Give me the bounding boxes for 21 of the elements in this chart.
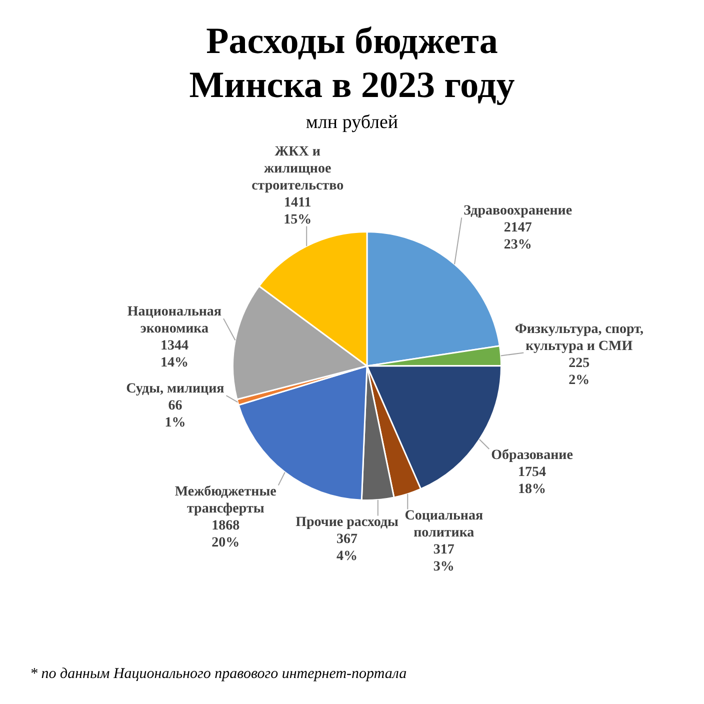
data-label: 66 1% [164, 398, 186, 431]
data-label: 2147 23% [504, 220, 532, 253]
slice-label: Суды, милиция [126, 382, 225, 397]
slice-label: Национальная экономика [127, 304, 222, 337]
slice-label: Образование [491, 448, 573, 464]
text: * по данным Национального правового интернет-портала [30, 666, 407, 683]
data-label: 1868 20% [212, 518, 240, 550]
slice-label: Межбюджетные трансферты [174, 484, 276, 516]
data-label: 1411 15% [284, 195, 312, 228]
chart-subtitle: млн рублей [304, 112, 400, 134]
chart-title: Расходы бюджета Минска в 2023 году [188, 20, 516, 108]
data-label: 1344 14% [160, 338, 188, 371]
data-label: 367 4% [336, 532, 358, 564]
data-label: 317 3% [433, 542, 454, 574]
slice-label: Прочие расходы [296, 514, 399, 530]
slice-label: Физкультура, спорт, культура и СМИ [514, 322, 644, 354]
data-label: 1754 18% [518, 465, 546, 498]
slice-label: Здравоохранение [464, 204, 572, 219]
data-label: 225 2% [568, 356, 590, 388]
slice-label: Социальная политика [404, 508, 484, 540]
slice-label: ЖКХ и жилищное строительство [252, 144, 344, 194]
